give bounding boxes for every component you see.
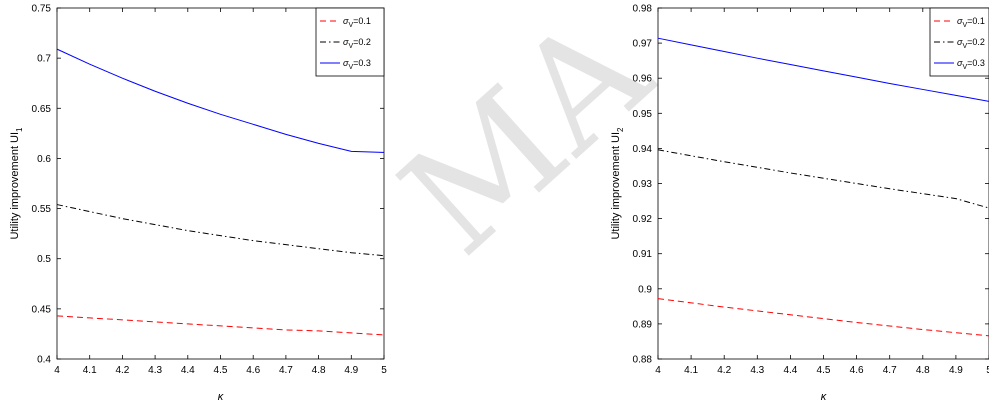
x-tick-label: 4.6	[246, 365, 260, 376]
x-tick-label: 4.1	[83, 365, 97, 376]
x-tick-label: 4.4	[181, 365, 195, 376]
series-line-0	[56, 315, 385, 336]
x-tick-label: 4.3	[148, 365, 162, 376]
x-tick-label: 4.5	[817, 365, 831, 376]
x-tick-label: 4.7	[883, 365, 897, 376]
y-tick-label: 0.55	[32, 204, 52, 215]
legend-entry: σV=0.1	[957, 16, 985, 29]
x-tick-label: 4.6	[850, 365, 864, 376]
y-tick-label: 0.92	[633, 214, 653, 225]
series-line-2	[657, 37, 989, 102]
y-tick-label: 0.65	[32, 104, 52, 115]
y-tick-label: 0.6	[37, 154, 51, 165]
legend-box	[315, 7, 385, 77]
series-line-0	[657, 298, 989, 337]
x-tick-label: 4.7	[279, 365, 293, 376]
y-axis-label: Utility improvement UI1	[9, 127, 24, 240]
x-tick-label: 4.8	[312, 365, 326, 376]
y-tick-label: 0.45	[32, 304, 52, 315]
y-tick-label: 0.75	[32, 4, 52, 15]
legend-entry: σV=0.1	[343, 16, 371, 29]
chart-utility-improvement-1: 4 4.1 4.2 4.3 4.4 4.5 4.6 4.7 4.8 4.9 5 0.4 0.45 0.5 0…	[9, 4, 387, 404]
y-tick-label: 0.9	[638, 284, 652, 295]
x-tick-label: 4.4	[783, 365, 797, 376]
x-tick-label: 4	[54, 365, 60, 376]
x-tick-label: 4.9	[949, 365, 963, 376]
x-tick-label: 4.2	[717, 365, 731, 376]
series-line-1	[56, 204, 385, 257]
x-tick-label: 4.8	[916, 365, 930, 376]
x-tick-label: 4.2	[115, 365, 129, 376]
x-tick-label: 4.3	[750, 365, 764, 376]
x-tick-label: 4.9	[344, 365, 358, 376]
x-axis-label: κ	[218, 391, 224, 403]
y-tick-label: 0.5	[37, 254, 51, 265]
y-tick-label: 0.91	[633, 249, 653, 260]
y-tick-label: 0.94	[633, 144, 653, 155]
series-line-1	[657, 149, 989, 209]
y-tick-label: 0.98	[633, 4, 653, 15]
y-tick-label: 0.89	[633, 319, 653, 330]
x-tick-label: 4	[655, 365, 661, 376]
x-axis-label: κ	[821, 391, 827, 403]
legend-entry: σV=0.2	[343, 37, 371, 50]
y-axis-label-subscript: 2	[616, 127, 625, 132]
legend-entry: σV=0.3	[343, 58, 371, 71]
y-axis-label-subscript: 1	[15, 127, 24, 132]
x-tick-label: 4.1	[684, 365, 698, 376]
y-tick-label: 0.97	[633, 39, 653, 50]
y-tick-label: 0.96	[633, 74, 653, 85]
x-tick-label: 5	[381, 365, 387, 376]
y-tick-label: 0.7	[37, 54, 51, 65]
legend-entry: σV=0.2	[957, 37, 985, 50]
series-line-2	[56, 48, 385, 153]
legend: σV=0.1 σV=0.2 σV=0.3	[315, 7, 385, 77]
y-axis-label: Utility improvement UI2	[610, 127, 625, 240]
y-tick-label: 0.93	[633, 179, 653, 190]
x-tick-label: 4.5	[214, 365, 228, 376]
y-tick-label: 0.88	[633, 355, 653, 366]
y-tick-label: 0.95	[633, 109, 653, 120]
legend: σV=0.1 σV=0.2 σV=0.3	[929, 7, 989, 77]
chart-utility-improvement-2: 4 4.1 4.2 4.3 4.4 4.5 4.6 4.7 4.8 4.9 5 0.88 0.89 0.9…	[610, 4, 989, 403]
legend-entry: σV=0.3	[957, 58, 985, 71]
x-tick-label: 5	[986, 365, 989, 376]
y-tick-label: 0.4	[37, 355, 51, 366]
